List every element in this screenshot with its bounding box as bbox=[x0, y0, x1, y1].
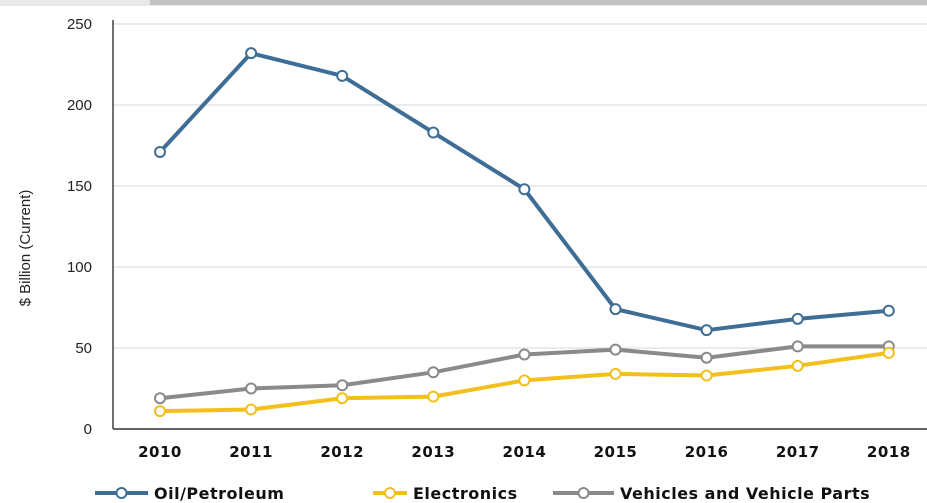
x-tick-label: 2017 bbox=[776, 443, 820, 461]
data-point bbox=[427, 126, 440, 139]
x-tick-label: 2016 bbox=[685, 443, 729, 461]
y-axis-label: $ Billion (Current) bbox=[17, 190, 34, 307]
data-point bbox=[245, 403, 258, 416]
series-electronics bbox=[154, 346, 895, 418]
data-point bbox=[154, 392, 166, 405]
data-point bbox=[700, 324, 713, 337]
data-point bbox=[791, 312, 804, 325]
data-point bbox=[882, 304, 895, 317]
data-point bbox=[700, 351, 713, 364]
legend: Oil/Petroleum Electronics Vehicles and Veh… bbox=[95, 484, 870, 503]
legend-label: Oil/Petroleum bbox=[154, 484, 284, 503]
series-vehicles-and-vehicle-parts bbox=[154, 340, 895, 405]
legend-swatch-marker bbox=[384, 487, 396, 499]
data-point bbox=[518, 374, 531, 387]
data-point bbox=[791, 359, 804, 372]
y-tick-label: 150 bbox=[67, 178, 92, 195]
top-banner-remnant bbox=[150, 0, 927, 5]
x-tick-label: 2015 bbox=[594, 443, 638, 461]
data-point bbox=[336, 379, 349, 392]
legend-label: Electronics bbox=[413, 484, 518, 503]
data-point bbox=[336, 392, 349, 405]
y-tick-label: 250 bbox=[67, 16, 92, 33]
data-point bbox=[518, 183, 531, 196]
x-tick-label: 2018 bbox=[867, 443, 911, 461]
x-tick-label: 2013 bbox=[411, 443, 455, 461]
data-point bbox=[609, 303, 622, 316]
data-point bbox=[427, 366, 440, 379]
y-tick-label: 0 bbox=[84, 421, 92, 438]
data-point bbox=[336, 69, 349, 82]
data-point bbox=[609, 367, 622, 380]
data-point bbox=[791, 340, 804, 353]
legend-item: Electronics bbox=[373, 484, 518, 503]
data-point bbox=[700, 369, 713, 382]
data-point bbox=[154, 405, 166, 418]
legend-label: Vehicles and Vehicle Parts bbox=[620, 484, 870, 503]
series-oil-petroleum bbox=[154, 47, 895, 337]
series-group bbox=[154, 47, 895, 418]
x-tick-label: 2010 bbox=[138, 443, 182, 461]
data-point bbox=[882, 346, 895, 359]
data-point bbox=[245, 382, 258, 395]
axes bbox=[112, 20, 927, 430]
x-tick-label: 2014 bbox=[503, 443, 547, 461]
legend-item: Oil/Petroleum bbox=[95, 484, 284, 503]
data-point bbox=[609, 343, 622, 356]
top-banner-strip bbox=[0, 0, 927, 6]
legend-item: Vehicles and Vehicle Parts bbox=[553, 484, 870, 503]
y-tick-label: 200 bbox=[67, 97, 92, 114]
data-point bbox=[518, 348, 531, 361]
y-tick-label: 100 bbox=[67, 259, 92, 276]
legend-swatch-marker bbox=[577, 487, 590, 499]
x-tick-label: 2011 bbox=[229, 443, 273, 461]
x-tick-labels: 2010 2011 2012 2013 2014 2015 2016 2017 2018 bbox=[138, 443, 911, 461]
data-point bbox=[427, 390, 440, 403]
y-tick-labels: 0 50 100 150 200 250 bbox=[67, 16, 92, 438]
x-tick-label: 2012 bbox=[320, 443, 364, 461]
data-point bbox=[245, 47, 258, 60]
data-point bbox=[154, 145, 166, 158]
legend-swatch-marker bbox=[115, 487, 128, 499]
y-tick-label: 50 bbox=[75, 340, 92, 357]
